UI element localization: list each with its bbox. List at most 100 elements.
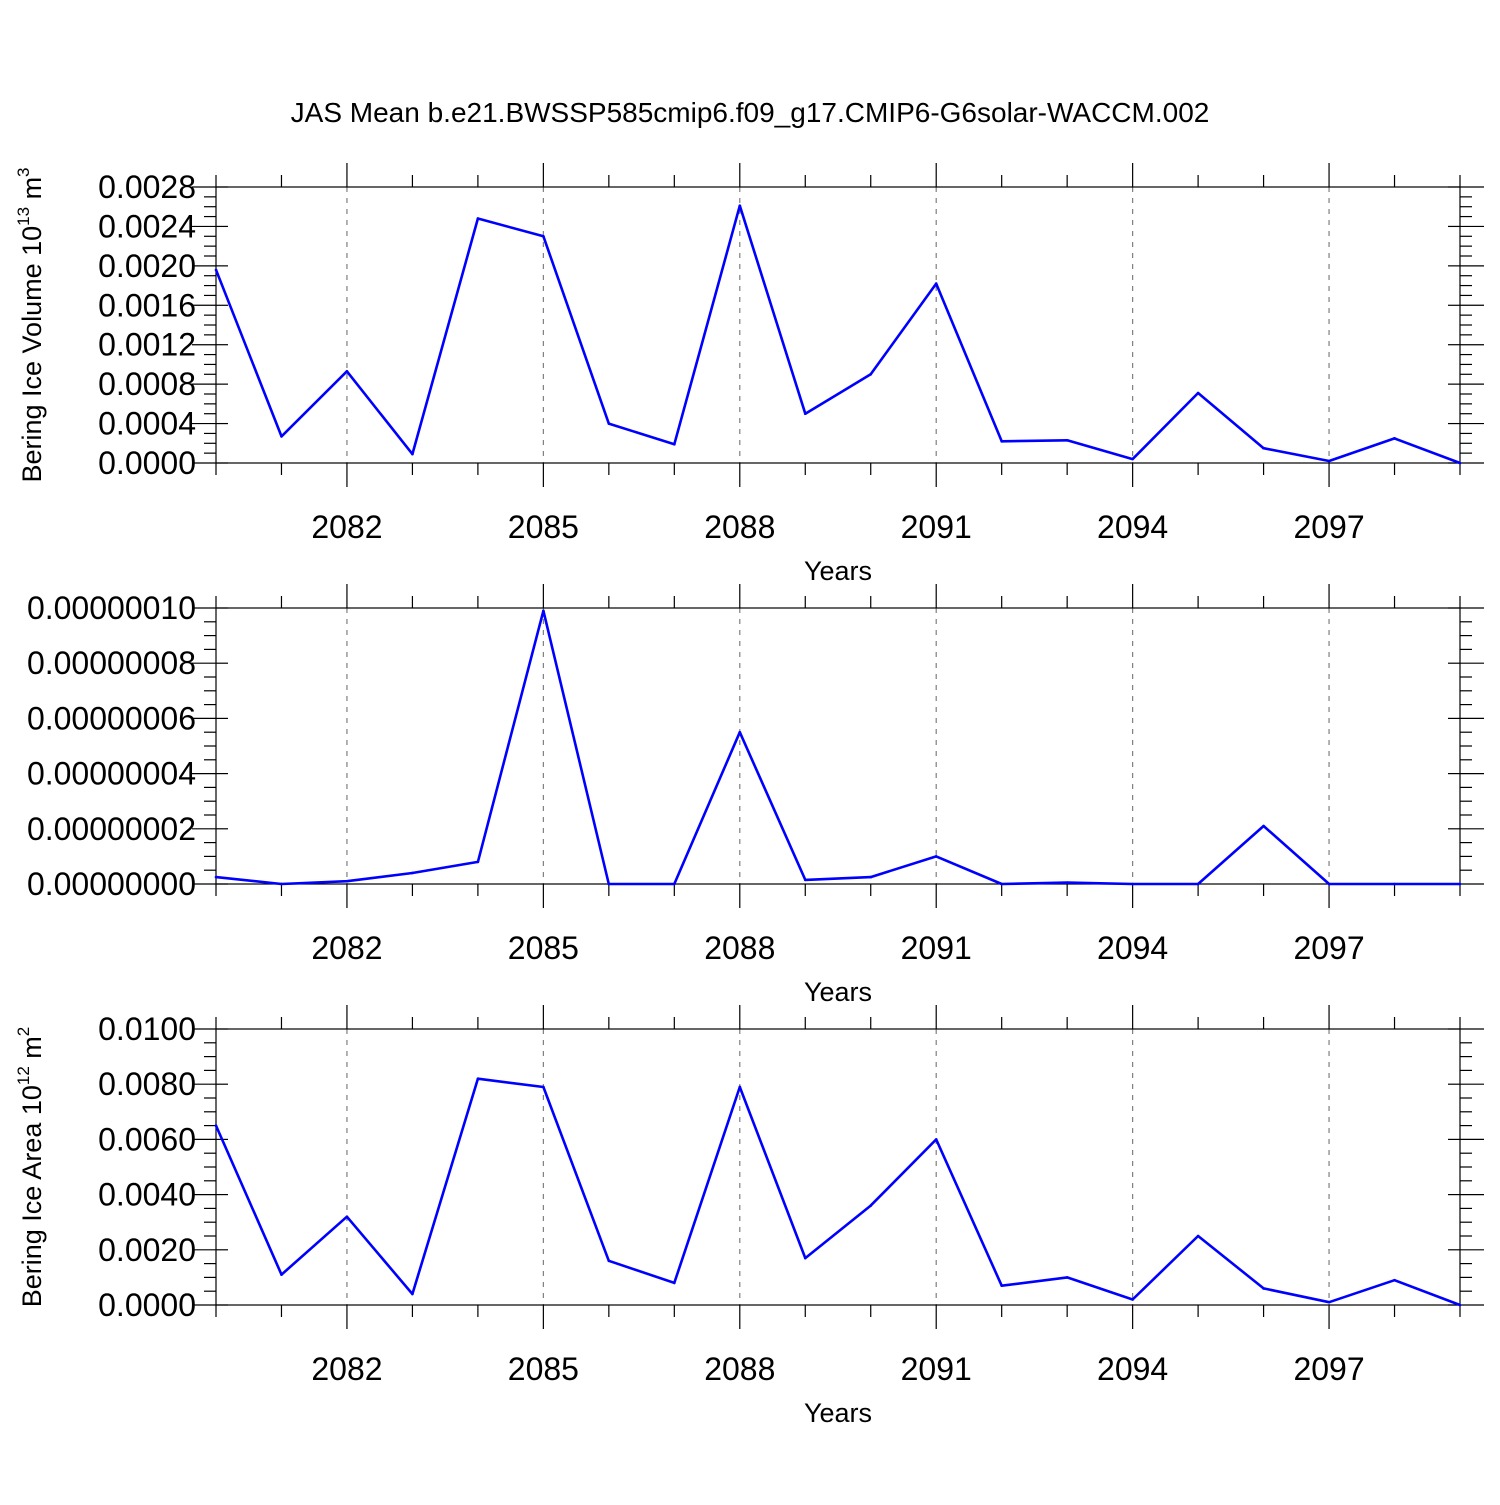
y-tick-label: 0.0004 xyxy=(98,406,196,442)
data-point xyxy=(476,1077,480,1080)
data-point xyxy=(542,1085,545,1089)
data-point xyxy=(934,1138,938,1141)
y-tick-label: 0.00000008 xyxy=(27,645,196,681)
data-point xyxy=(1065,1276,1069,1279)
data-point xyxy=(214,268,218,272)
y-tick-label: 0.0040 xyxy=(98,1177,196,1213)
y-tick-label: 0.00000000 xyxy=(27,866,196,902)
y-tick-label: 0.0012 xyxy=(98,327,196,363)
data-point xyxy=(673,442,676,446)
x-tick-label: 2082 xyxy=(311,509,382,545)
x-tick-label: 2097 xyxy=(1293,509,1364,545)
data-point xyxy=(1196,882,1200,886)
data-point xyxy=(803,878,807,882)
plot-frame xyxy=(215,186,1461,464)
data-point xyxy=(345,370,349,373)
data-point xyxy=(1393,882,1396,886)
x-axis-title: Years xyxy=(804,556,872,586)
data-point xyxy=(1131,882,1134,886)
x-tick-label: 2088 xyxy=(704,930,775,966)
y-tick-label: 0.0028 xyxy=(98,169,196,205)
panel-1: 2082 2085 2088 2091 2094 2097Years0.00000.000… xyxy=(14,163,1484,586)
data-point xyxy=(869,875,873,879)
x-tick-label: 2088 xyxy=(704,509,775,545)
y-tick-label: 0.0100 xyxy=(98,1011,196,1047)
y-axis-title: Bering Ice Area 1012 m2 xyxy=(14,1027,47,1308)
data-point xyxy=(934,855,938,858)
data-point xyxy=(476,860,480,864)
y-tick-label: 0.0020 xyxy=(98,248,196,284)
data-point xyxy=(345,1215,349,1218)
y-axis-title: Bering Ice Volume 1013 m3 xyxy=(14,167,47,482)
data-point xyxy=(738,730,742,734)
x-tick-label: 2085 xyxy=(508,509,579,545)
data-point xyxy=(607,1259,611,1263)
panel-2: 2082 2085 2088 2091 2094 2097 Years 0.00000000 0… xyxy=(27,584,1484,1007)
panel-3: 2082 2085 2088 2091 2094 2097 Years 0.0000 0.002… xyxy=(14,1005,1484,1428)
data-point xyxy=(673,1281,676,1285)
data-point xyxy=(1393,437,1396,440)
y-tick-label: 0.0016 xyxy=(98,287,196,323)
data-point xyxy=(869,1204,873,1207)
y-tick-label: 0.0020 xyxy=(98,1232,196,1268)
data-point xyxy=(738,204,742,208)
data-point xyxy=(1196,391,1200,395)
data-point xyxy=(476,217,480,220)
data-point xyxy=(280,882,283,886)
data-point xyxy=(803,1256,807,1260)
y-tick-label: 0.0024 xyxy=(98,208,196,244)
x-tick-label: 2091 xyxy=(901,930,972,966)
data-point xyxy=(673,882,676,886)
data-point xyxy=(1131,457,1134,461)
x-tick-label: 2094 xyxy=(1097,930,1168,966)
y-tick-label: 0.0008 xyxy=(98,366,196,402)
data-point xyxy=(1262,824,1265,828)
data-point xyxy=(280,1273,283,1276)
data-point xyxy=(803,412,807,416)
series-line xyxy=(215,609,1460,886)
y-tick-label: 0.0000 xyxy=(98,1287,196,1323)
data-point xyxy=(607,422,611,425)
data-point xyxy=(1458,1303,1462,1307)
data-point xyxy=(542,234,545,238)
y-tick-label: 0.0080 xyxy=(98,1066,196,1102)
data-point xyxy=(214,875,218,879)
data-point xyxy=(934,282,938,285)
x-tick-label: 2082 xyxy=(311,1351,382,1387)
data-point xyxy=(1196,1234,1200,1238)
data-point xyxy=(411,452,414,456)
data-point xyxy=(1065,881,1069,884)
y-tick-label: 0.00000006 xyxy=(27,700,196,736)
x-tick-label: 2091 xyxy=(901,509,972,545)
data-point xyxy=(607,882,611,886)
x-tick-label: 2085 xyxy=(508,930,579,966)
data-point xyxy=(1327,1300,1331,1304)
data-point xyxy=(1262,1287,1265,1290)
x-tick-label: 2085 xyxy=(508,1351,579,1387)
x-axis-title: Years xyxy=(804,977,872,1007)
data-point xyxy=(738,1085,742,1089)
x-axis-title: Years xyxy=(804,1398,872,1428)
plot-frame xyxy=(215,1028,1461,1306)
data-point xyxy=(1000,440,1003,443)
data-point xyxy=(1065,439,1069,442)
series-line xyxy=(214,1077,1461,1307)
x-tick-label: 2097 xyxy=(1293,930,1364,966)
series-line xyxy=(214,204,1461,465)
x-tick-label: 2094 xyxy=(1097,1351,1168,1387)
data-point xyxy=(1131,1298,1134,1301)
data-point xyxy=(1393,1278,1396,1282)
data-point xyxy=(1458,461,1462,465)
x-tick-label: 2097 xyxy=(1293,1351,1364,1387)
data-point xyxy=(280,435,283,438)
y-tick-label: 0.0060 xyxy=(98,1121,196,1157)
plot-frame xyxy=(215,607,1461,885)
data-point xyxy=(1327,459,1331,463)
data-point xyxy=(542,609,545,613)
data-point xyxy=(214,1124,218,1127)
data-point xyxy=(1262,446,1265,450)
x-tick-label: 2088 xyxy=(704,1351,775,1387)
data-point xyxy=(411,871,414,875)
